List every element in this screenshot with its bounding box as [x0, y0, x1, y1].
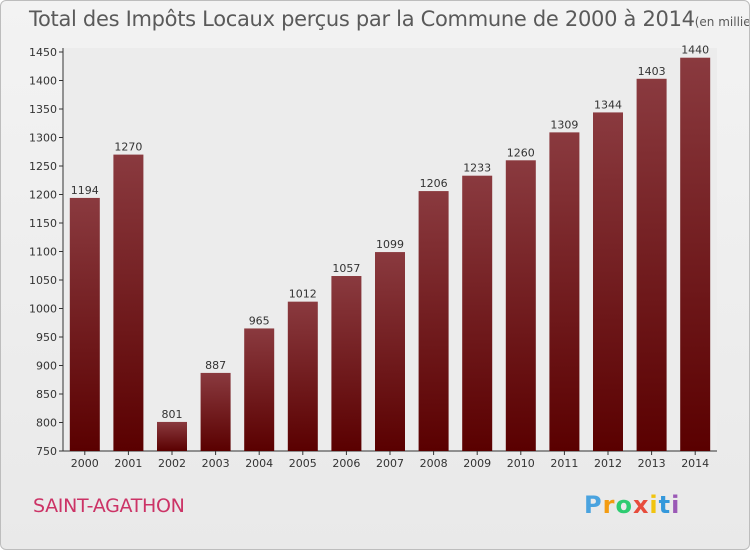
- bar-2010: [505, 160, 536, 452]
- bar-2002: [157, 421, 187, 451]
- data-label-2008: 1206: [420, 177, 448, 190]
- x-tick-label: 2012: [594, 457, 622, 470]
- logo-letter: o: [615, 491, 633, 519]
- bar-2000: [69, 197, 100, 451]
- data-label-2000: 1194: [71, 184, 99, 197]
- y-tick-label: 750: [36, 445, 57, 458]
- data-label-2001: 1270: [114, 141, 142, 154]
- data-label-2006: 1057: [332, 262, 360, 275]
- proxiti-logo: Proxiti: [584, 491, 680, 519]
- y-tick-label: 1350: [29, 103, 57, 116]
- x-tick-label: 2011: [550, 457, 578, 470]
- x-tick-label: 2006: [332, 457, 360, 470]
- y-tick-label: 1000: [29, 303, 57, 316]
- y-tick-label: 1300: [29, 132, 57, 145]
- bar-2011: [549, 132, 580, 451]
- x-tick-label: 2009: [463, 457, 491, 470]
- chart-unit: (en milliers d'€): [694, 15, 750, 29]
- x-tick-label: 2014: [681, 457, 709, 470]
- logo-letter: r: [602, 491, 616, 519]
- bar-2012: [593, 112, 623, 452]
- bar-2014: [680, 57, 711, 451]
- bar-2007: [375, 252, 405, 451]
- x-tick-label: 2005: [289, 457, 317, 470]
- bar-2004: [244, 328, 275, 451]
- data-label-2002: 801: [162, 408, 183, 421]
- logo-letter: P: [584, 491, 603, 519]
- y-tick-label: 950: [36, 331, 57, 344]
- bar-2013: [636, 78, 667, 451]
- data-label-2010: 1260: [507, 146, 535, 159]
- data-label-2014: 1440: [681, 44, 709, 57]
- y-tick-label: 1150: [29, 217, 57, 230]
- x-tick-label: 2000: [71, 457, 99, 470]
- data-label-2003: 887: [205, 359, 226, 372]
- x-tick-label: 2002: [158, 457, 186, 470]
- y-tick-label: 1450: [29, 46, 57, 59]
- y-tick-label: 1400: [29, 75, 57, 88]
- x-tick-label: 2004: [245, 457, 273, 470]
- bar-2008: [418, 191, 449, 451]
- logo-letter: i: [671, 491, 681, 519]
- logo-letter: i: [649, 491, 659, 519]
- chart-title-text: Total des Impôts Locaux perçus par la Co…: [29, 7, 695, 31]
- commune-name: SAINT-AGATHON: [33, 495, 185, 517]
- data-label-2009: 1233: [463, 162, 491, 175]
- data-label-2005: 1012: [289, 288, 317, 301]
- y-tick-label: 900: [36, 360, 57, 373]
- data-label-2013: 1403: [638, 65, 666, 78]
- bar-2003: [200, 372, 231, 451]
- y-tick-label: 1250: [29, 160, 57, 173]
- data-label-2011: 1309: [550, 118, 578, 131]
- bar-2001: [113, 154, 144, 451]
- x-tick-label: 2013: [638, 457, 666, 470]
- y-tick-label: 800: [36, 417, 57, 430]
- x-tick-label: 2003: [202, 457, 230, 470]
- x-tick-label: 2007: [376, 457, 404, 470]
- chart-title: Total des Impôts Locaux perçus par la Co…: [29, 7, 750, 31]
- y-tick-label: 850: [36, 388, 57, 401]
- x-tick-label: 2010: [507, 457, 535, 470]
- logo-letter: t: [658, 491, 672, 519]
- y-tick-label: 1050: [29, 274, 57, 287]
- bar-2009: [462, 175, 493, 451]
- x-tick-label: 2001: [114, 457, 142, 470]
- y-tick-label: 1200: [29, 189, 57, 202]
- y-tick-label: 1100: [29, 246, 57, 259]
- bar-2005: [287, 301, 318, 451]
- x-tick-label: 2008: [420, 457, 448, 470]
- data-label-2007: 1099: [376, 238, 404, 251]
- bar-2006: [331, 276, 362, 451]
- data-label-2012: 1344: [594, 98, 622, 111]
- data-label-2004: 965: [249, 314, 270, 327]
- logo-letter: x: [632, 491, 650, 519]
